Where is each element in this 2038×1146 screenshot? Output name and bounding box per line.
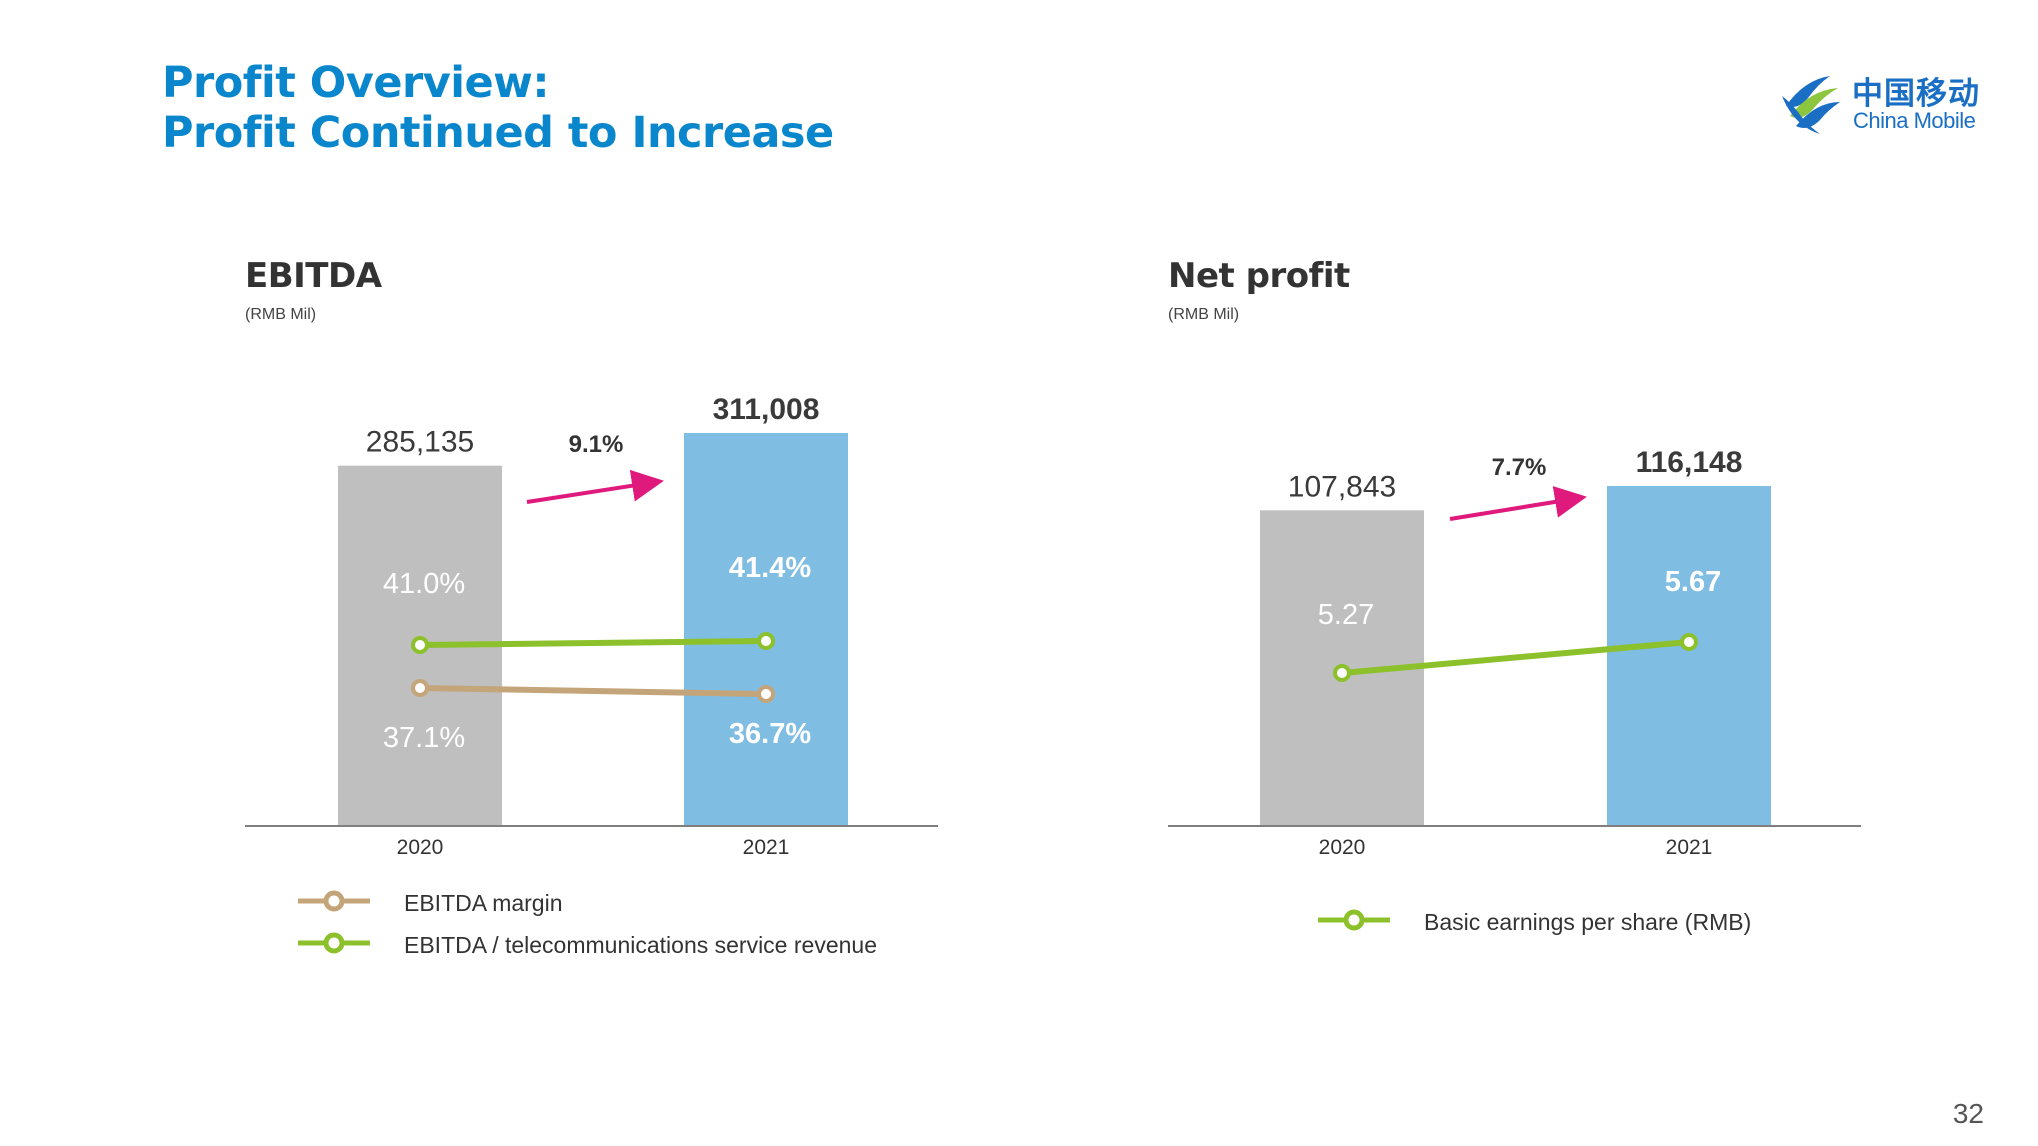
ebitda-line-ebitda-ratio [419, 638, 767, 648]
ebitda-data-label-ebitda-margin-2020: 37.1% [383, 722, 465, 754]
page-number: 32 [1952, 1098, 1984, 1129]
ebitda-chart-title: EBITDA [245, 256, 382, 296]
ebitda-line-ebitda-margin [419, 685, 767, 697]
net-profit-chart-unit: (RMB Mil) [1168, 306, 1240, 323]
ebitda-bar-2021 [684, 433, 848, 826]
page-title-line1: Profit Overview: [162, 58, 550, 108]
net-profit-point-eps-2020 [1333, 664, 1351, 682]
page-title: Profit Overview: Profit Continued to Inc… [162, 58, 834, 158]
ebitda-point-ebitda-margin-2021 [757, 685, 775, 703]
net-profit-bar-2021 [1607, 486, 1771, 826]
net-profit-line-eps [1341, 639, 1690, 676]
net-profit-value-label-2020: 107,843 [1288, 470, 1396, 503]
ebitda-data-label-ebitda-ratio-2021: 41.4% [729, 552, 811, 584]
ebitda-data-label-ebitda-ratio-2020: 41.0% [383, 568, 465, 600]
ebitda-data-label-ebitda-margin-2021: 36.7% [729, 718, 811, 750]
logo-english-text: China Mobile [1853, 108, 1976, 133]
net-profit-x-tick-2021: 2021 [1666, 836, 1713, 859]
ebitda-value-label-2020: 285,135 [366, 426, 474, 459]
legend-item-eps: Basic earnings per share (RMB) [1316, 903, 1876, 939]
legend-label: EBITDA / telecommunications service reve… [404, 932, 877, 958]
ebitda-point-ebitda-margin-2020 [411, 679, 429, 697]
ebitda-growth-arrow-icon [526, 469, 664, 504]
ebitda-x-tick-2020: 2020 [397, 836, 444, 859]
legend-label: Basic earnings per share (RMB) [1424, 909, 1752, 935]
legend-item-ebitda-margin: EBITDA margin [296, 884, 936, 920]
net-profit-point-eps-2021 [1680, 633, 1698, 651]
page-title-line2: Profit Continued to Increase [162, 108, 834, 158]
ebitda-chart-unit: (RMB Mil) [245, 306, 317, 323]
legend-marker-icon [1318, 909, 1390, 931]
legend-item-ebitda-ratio: EBITDA / telecommunications service reve… [296, 926, 936, 962]
net-profit-x-tick-2020: 2020 [1319, 836, 1366, 859]
ebitda-point-ebitda-ratio-2020 [411, 636, 429, 654]
net-profit-value-label-2021: 116,148 [1636, 446, 1743, 479]
china-mobile-logo: 中国移动 China Mobile [1778, 66, 1988, 140]
ebitda-x-tick-2021: 2021 [743, 836, 790, 859]
china-mobile-logo-icon [1782, 76, 1840, 134]
legend-label: EBITDA margin [404, 890, 563, 916]
net-profit-growth-label: 7.7% [1492, 454, 1547, 481]
net-profit-chart-title: Net profit [1168, 256, 1350, 296]
net-profit-data-label-eps-2020: 5.27 [1318, 599, 1374, 631]
net-profit-data-label-eps-2021: 5.67 [1665, 566, 1721, 598]
ebitda-point-ebitda-ratio-2021 [757, 632, 775, 650]
legend-marker-icon [298, 932, 370, 954]
legend-marker-icon [298, 890, 370, 912]
ebitda-growth-label: 9.1% [569, 431, 624, 458]
logo-chinese-text: 中国移动 [1852, 76, 1980, 112]
net-profit-growth-arrow-icon [1449, 486, 1587, 521]
ebitda-value-label-2021: 311,008 [713, 393, 820, 426]
